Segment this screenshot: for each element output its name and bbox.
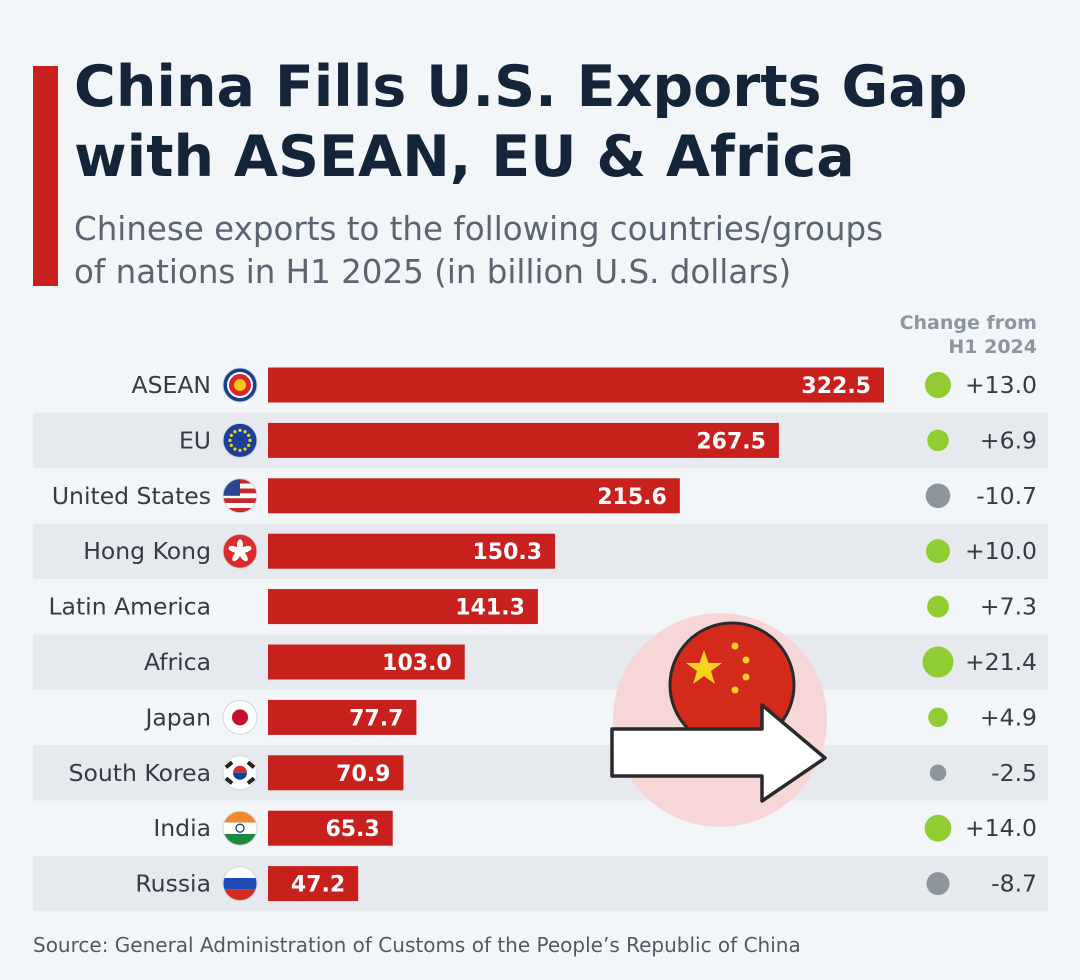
bar-2 [268, 478, 680, 514]
india-flag-icon [222, 810, 258, 846]
subtitle-line-2: of nations in H1 2025 (in billion U.S. d… [74, 253, 792, 291]
change-header-line-1: Change from [899, 312, 1037, 334]
category-label: Africa [144, 648, 211, 676]
row-stripe [33, 634, 1048, 690]
change-dot [924, 371, 952, 399]
bar-3 [268, 533, 556, 569]
category-label: Russia [135, 870, 211, 898]
bar-value-label: 215.6 [597, 485, 667, 510]
bar-value-label: 150.3 [472, 540, 542, 565]
flags-layer [222, 367, 258, 902]
bar-5 [268, 644, 465, 680]
bar-value-label: 70.9 [336, 762, 390, 787]
eu-flag-icon [222, 422, 258, 458]
change-dot [924, 814, 952, 842]
japan-flag-icon [222, 699, 258, 735]
source-note: Source: General Administration of Custom… [33, 933, 801, 957]
bar-value-label: 322.5 [801, 374, 871, 399]
category-label: India [153, 814, 211, 842]
bar-7 [268, 755, 404, 791]
subtitle-line-1: Chinese exports to the following countri… [74, 210, 884, 248]
bar-9 [268, 866, 359, 902]
bar-value-label: 267.5 [696, 429, 766, 454]
category-label: ASEAN [132, 371, 212, 399]
change-dot [928, 707, 948, 728]
us-flag-icon [222, 478, 258, 514]
category-label: Hong Kong [83, 537, 211, 565]
change-value-label: +21.4 [965, 648, 1037, 676]
title-accent-bar [33, 66, 58, 286]
bar-value-label: 47.2 [291, 873, 345, 898]
row-stripes [33, 412, 1048, 912]
change-header-line-2: H1 2024 [948, 336, 1037, 358]
bar-4 [268, 589, 538, 625]
bar-0 [268, 367, 884, 403]
bar-value-label: 103.0 [382, 651, 452, 676]
title-line-1: China Fills U.S. Exports Gap [74, 54, 968, 120]
change-dot [922, 646, 954, 678]
arrow-right-icon [610, 703, 827, 803]
bar-6 [268, 699, 417, 735]
hong-kong-flag-icon [222, 533, 258, 569]
bar-value-label: 141.3 [455, 596, 525, 621]
category-label: Japan [143, 703, 211, 731]
change-column-header: Change from H1 2024 [900, 311, 1037, 359]
change-dots [922, 371, 954, 896]
change-value-label: +14.0 [965, 814, 1037, 842]
category-label: South Korea [69, 759, 211, 787]
page-subtitle: Chinese exports to the following countri… [74, 208, 1054, 294]
page-title: China Fills U.S. Exports Gap with ASEAN,… [74, 52, 1064, 192]
export-bar-chart: 322.5 267.5 215.6 150.3 141.3 103.0 77.7 70.9 65… [33, 367, 1048, 912]
bars-layer: 322.5 267.5 215.6 150.3 141.3 103.0 77.7 70.9 65… [268, 367, 884, 902]
asean-flag-icon [222, 367, 258, 403]
category-label: EU [179, 426, 211, 454]
category-label: United States [52, 482, 211, 510]
change-dot [926, 872, 950, 896]
change-dot [929, 764, 947, 782]
russia-flag-icon [222, 866, 258, 902]
change-value-label: -8.7 [991, 870, 1037, 898]
change-dot [925, 539, 951, 564]
change-value-label: -2.5 [991, 759, 1037, 787]
change-value-label: +7.3 [980, 593, 1037, 621]
change-dot [925, 483, 951, 509]
south-korea-flag-icon [222, 755, 258, 791]
bar-value-label: 77.7 [349, 706, 403, 731]
change-dot [927, 429, 949, 452]
bar-1 [268, 422, 779, 458]
row-stripe [33, 855, 1048, 912]
change-value-label: +10.0 [965, 537, 1037, 565]
category-labels: ASEAN EU United States Hong Kong Latin Ameri… [48, 371, 211, 898]
change-value-label: +4.9 [980, 703, 1037, 731]
change-value-label: +6.9 [980, 426, 1037, 454]
change-labels: +13.0 +6.9 -10.7 +10.0 +7.3 +21.4 +4.9 -2.5 +14.… [965, 371, 1037, 898]
bar-8 [268, 810, 393, 846]
title-line-2: with ASEAN, EU & Africa [74, 124, 855, 190]
china-export-illustration [610, 613, 827, 827]
change-value-label: -10.7 [976, 482, 1037, 510]
bar-value-label: 65.3 [325, 817, 379, 842]
change-dot [927, 595, 949, 618]
row-stripe [33, 745, 1048, 801]
change-value-label: +13.0 [965, 371, 1037, 399]
category-label: Latin America [48, 593, 211, 621]
